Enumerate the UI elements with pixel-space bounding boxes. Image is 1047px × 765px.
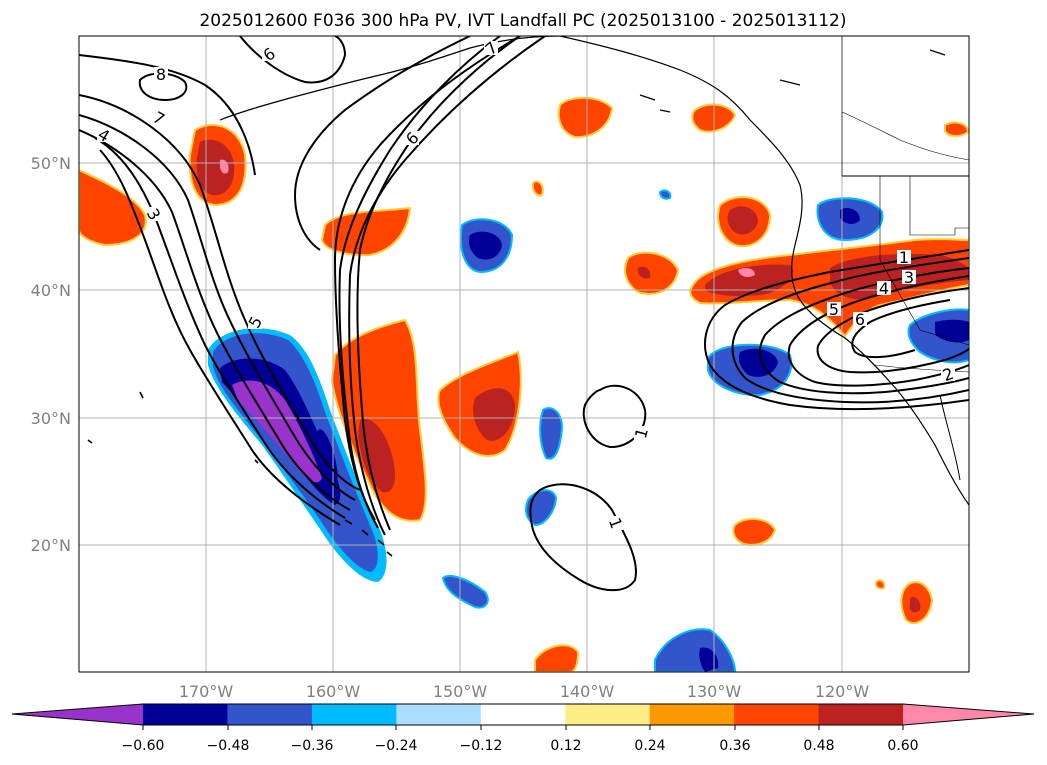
lon-tick-label: 120°W (815, 682, 870, 701)
colorbar-tick-label: 0.12 (550, 738, 581, 754)
latitude-tick-labels: 50°N 40°N 30°N 20°N (31, 154, 71, 555)
coastlines (87, 36, 969, 557)
colorbar-segment (818, 704, 904, 725)
colorbar-tick-label: −0.12 (460, 738, 503, 754)
lon-tick-label: 140°W (560, 682, 615, 701)
colorbar-tick-label: −0.60 (122, 738, 165, 754)
lon-tick-label: 160°W (306, 682, 361, 701)
colorbar-tick-label: 0.48 (803, 738, 834, 754)
map-gridlines (79, 36, 969, 672)
colorbar: −0.60 −0.48 −0.36 −0.24 −0.12 0.12 0.24 … (11, 703, 1035, 754)
positive-anomaly-region (727, 206, 758, 235)
negative-anomaly-region (738, 348, 778, 377)
positive-anomaly-region (732, 518, 777, 546)
negative-anomaly-region (441, 574, 489, 609)
lat-tick-label: 40°N (31, 281, 71, 300)
positive-anomaly-region (531, 180, 544, 197)
map-panel: 8 6 7 7 6 4 3 5 1 1 1 3 4 5 (79, 36, 969, 672)
colorbar-segment (227, 704, 313, 725)
colorbar-segment (649, 704, 735, 725)
colorbar-extend-max (903, 704, 1034, 725)
colorbar-tick-label: −0.48 (207, 738, 250, 754)
positive-anomaly-region (358, 419, 395, 493)
contour-label: 5 (829, 300, 839, 319)
ivt-contours (79, 36, 969, 592)
colorbar-tick-label: 0.24 (634, 738, 665, 754)
negative-anomaly-region (658, 189, 672, 200)
contour-label: 8 (156, 65, 166, 84)
positive-anomaly-region (738, 267, 755, 278)
positive-anomaly-region (557, 96, 614, 139)
colorbar-extend-min (12, 704, 143, 725)
contour-label: 1 (899, 248, 909, 267)
colorbar-tick-label: 0.60 (887, 738, 918, 754)
lon-tick-label: 150°W (433, 682, 488, 701)
colorbar-segment (734, 704, 820, 725)
lon-tick-label: 170°W (179, 682, 234, 701)
colorbar-segment (311, 704, 397, 725)
longitude-tick-labels: 170°W 160°W 150°W 140°W 130°W 120°W (179, 682, 870, 701)
colorbar-segment (396, 704, 482, 725)
positive-anomaly-region (705, 264, 794, 296)
lat-tick-label: 50°N (31, 154, 71, 173)
negative-anomaly-region (935, 319, 969, 343)
positive-anomaly-region (79, 168, 147, 247)
colorbar-segment (143, 704, 229, 725)
negative-anomaly-region (840, 208, 860, 224)
positive-anomaly-region (874, 579, 886, 590)
negative-anomaly-region (468, 231, 502, 260)
colorbar-segment (480, 704, 566, 725)
lat-tick-label: 20°N (31, 536, 71, 555)
positive-anomaly-region (624, 251, 680, 295)
contour-label: 1 (631, 426, 652, 441)
lat-tick-label: 30°N (31, 409, 71, 428)
positive-anomaly-region (944, 121, 969, 137)
contour-label: 6 (855, 310, 865, 329)
map-frame (78, 35, 970, 673)
contour-label: 3 (904, 268, 914, 287)
negative-anomaly-region (232, 380, 322, 483)
negative-anomaly-region (539, 407, 564, 460)
positive-anomaly-region (637, 266, 651, 279)
positive-anomaly-region (473, 388, 515, 441)
contour-label: 4 (879, 279, 889, 298)
plot-title: 2025012600 F036 300 hPa PV, IVT Landfall… (199, 11, 846, 31)
positive-anomaly-region (330, 318, 427, 522)
contour-labels: 8 6 7 7 6 4 3 5 1 1 1 3 4 5 (95, 38, 957, 531)
colorbar-tick-label: −0.24 (375, 738, 418, 754)
positive-anomaly-region (909, 597, 921, 613)
colorbar-tick-label: −0.36 (291, 738, 334, 754)
lon-tick-label: 130°W (687, 682, 742, 701)
colorbar-segment (565, 704, 651, 725)
colorbar-tick-label: 0.36 (719, 738, 750, 754)
